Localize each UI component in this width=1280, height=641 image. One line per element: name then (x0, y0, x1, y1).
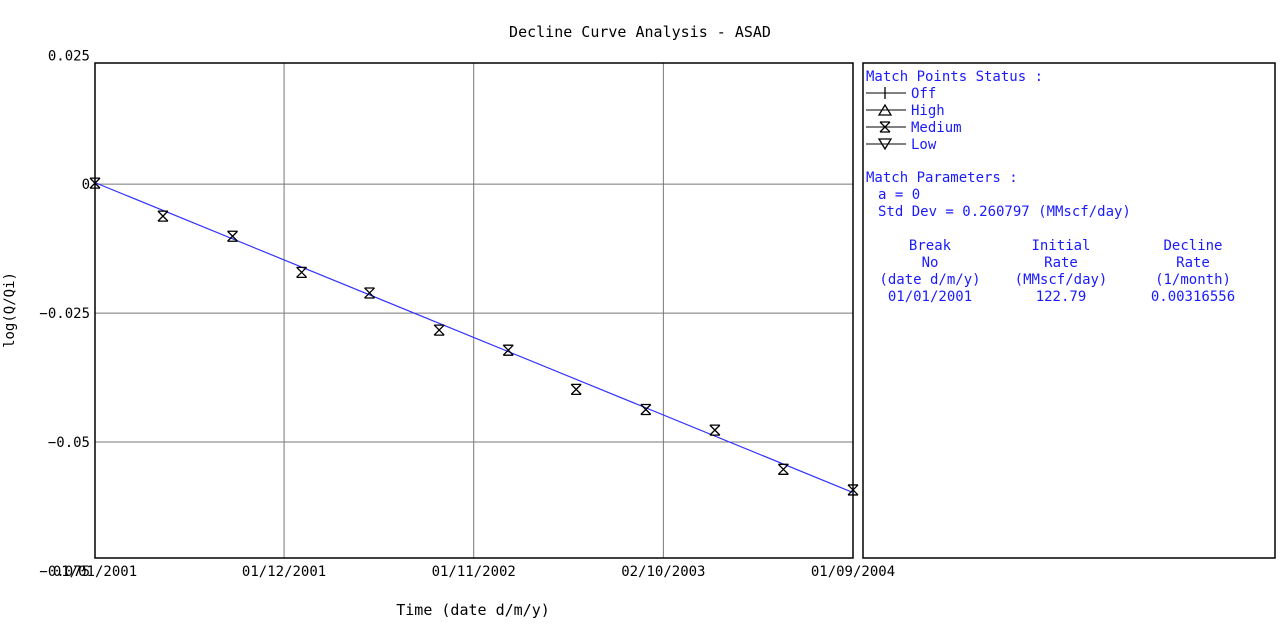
y-tick-label: −0.025 (39, 306, 90, 322)
status-legend-item-high: High (866, 103, 945, 119)
match-parameters-heading: Match Parameters : (866, 170, 1018, 186)
status-legend-label: High (911, 103, 945, 119)
match-point (89, 177, 101, 189)
match-point (709, 424, 721, 436)
param-a: a = 0 (878, 187, 920, 203)
gridlines (95, 63, 853, 558)
match-point (640, 403, 652, 416)
match-point (777, 463, 789, 475)
x-axis-label: Time (date d/m/y) (396, 601, 550, 619)
y-tick-label: 0.025 (48, 48, 90, 64)
high-marker-icon (866, 103, 906, 116)
param-column-value: 0.00316556 (1151, 289, 1235, 305)
param-std-dev: Std Dev = 0.260797 (MMscf/day) (878, 204, 1131, 220)
y-tick-label: −0.075 (39, 564, 90, 580)
match-point (502, 344, 514, 356)
x-tick-label: 01/11/2002 (432, 564, 516, 580)
match-points-layer (89, 177, 859, 496)
off-marker-icon (866, 87, 906, 99)
plot-area-border (94, 62, 854, 559)
status-legend-label: Medium (911, 120, 962, 136)
info-panel (862, 62, 1276, 559)
y-tick-label: −0.05 (48, 435, 90, 451)
x-tick-label: 01/01/2001 (53, 564, 137, 580)
y-axis-label: log(Q/Qi) (2, 272, 18, 348)
param-column-value: 01/01/2001 (888, 289, 972, 305)
param-column-header: Rate (1176, 255, 1210, 271)
param-column-header: Initial (1031, 238, 1090, 254)
param-column-value: 122.79 (1036, 289, 1087, 305)
status-legend-item-medium: Medium (866, 120, 962, 136)
param-column-header: (1/month) (1155, 272, 1231, 288)
medium-marker-icon (866, 121, 906, 133)
param-column-header: Rate (1044, 255, 1078, 271)
x-tick-labels: 01/01/2001 01/12/2001 01/11/2002 02/10/2003… (53, 564, 895, 580)
status-legend-item-off: Off (866, 86, 936, 102)
match-points-status-heading: Match Points Status : (866, 69, 1043, 85)
status-legend-item-low: Low (866, 137, 937, 153)
x-tick-label: 01/09/2004 (811, 564, 895, 580)
fitted-decline-line (94, 182, 854, 494)
status-legend-label: Low (911, 137, 937, 153)
match-point (570, 383, 582, 396)
param-column-header: (date d/m/y) (879, 272, 980, 288)
param-column-header: Decline (1163, 238, 1222, 254)
match-point (296, 266, 308, 278)
match-point (364, 287, 376, 299)
match-point (847, 484, 859, 496)
match-point (433, 324, 445, 336)
match-point (227, 230, 239, 242)
param-column-header: No (922, 255, 939, 271)
chart-title: Decline Curve Analysis - ASAD (509, 23, 771, 41)
param-column-header: (MMscf/day) (1015, 272, 1108, 288)
x-tick-label: 02/10/2003 (621, 564, 705, 580)
param-column-header: Break (909, 238, 952, 254)
y-tick-label: 0 (82, 177, 90, 193)
low-marker-icon (866, 138, 906, 151)
y-tick-labels: 0.025 0 −0.025 −0.05 −0.075 (39, 48, 90, 580)
x-tick-label: 01/12/2001 (242, 564, 326, 580)
fit-line-layer (94, 182, 854, 494)
status-legend-label: Off (911, 86, 936, 102)
match-point (157, 210, 169, 222)
